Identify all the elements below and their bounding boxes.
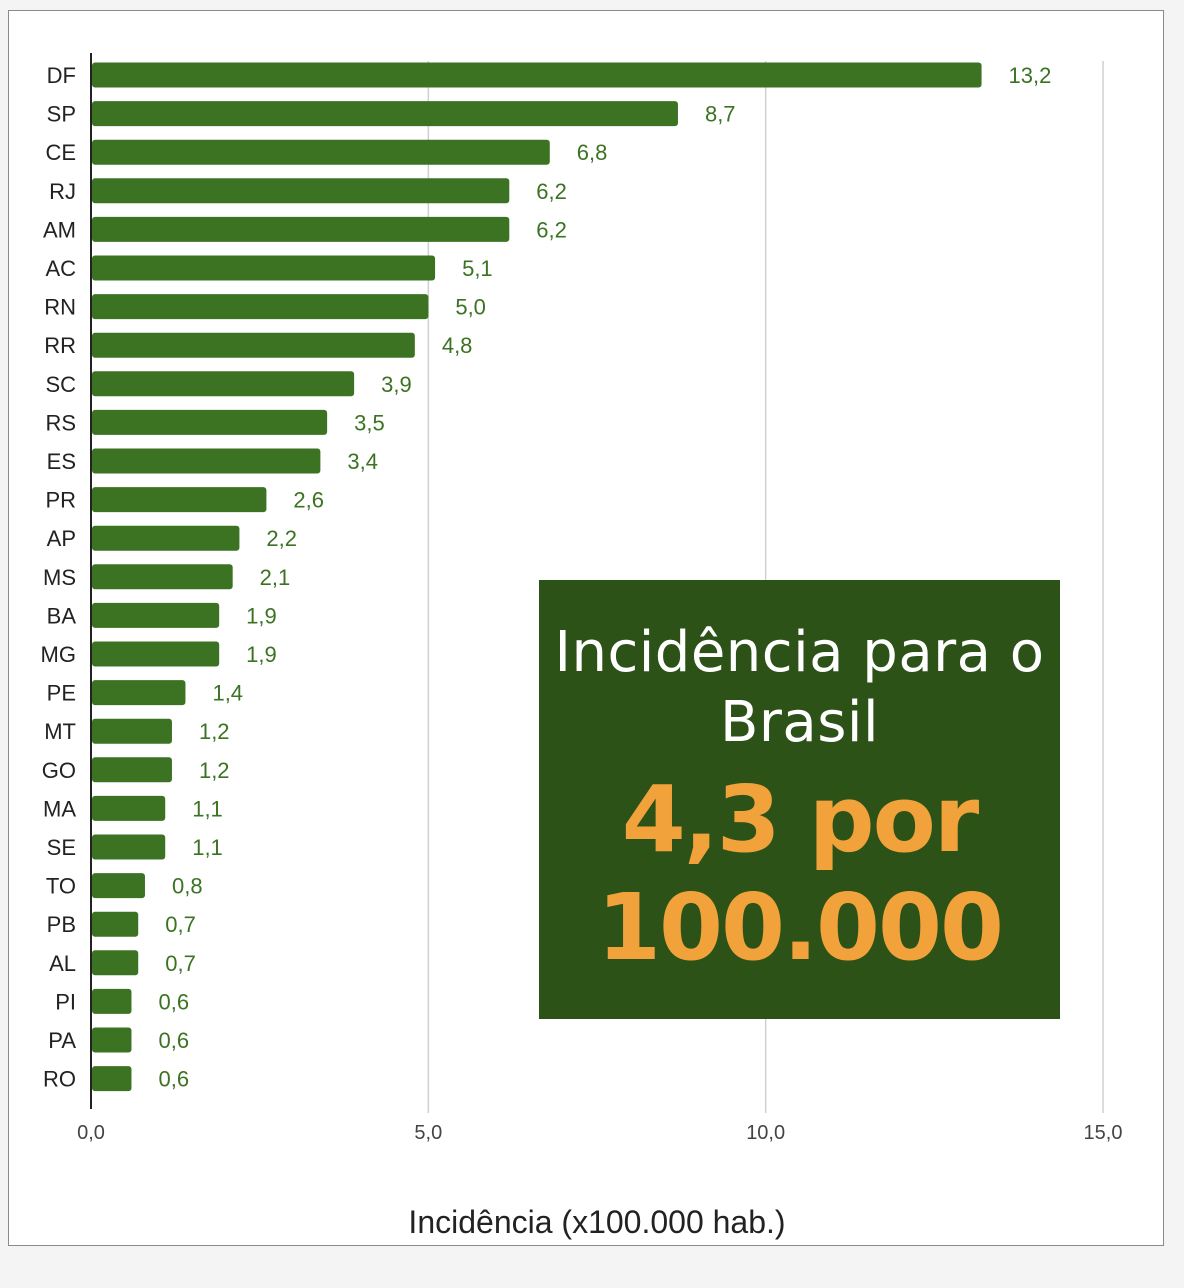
category-label: CE — [45, 140, 76, 165]
bar-sc — [92, 371, 355, 397]
category-label: RR — [44, 333, 76, 358]
bar-se — [92, 834, 166, 860]
labels: 0,0 5,0 10,0 15,0 DF 13,2 SP 8,7 CE 6,8 RJ 6,2 AM 6,2… — [41, 63, 1123, 1144]
category-label: RJ — [49, 179, 76, 204]
bar-al — [92, 950, 139, 976]
value-label: 13,2 — [1009, 63, 1052, 88]
bar-ba — [92, 602, 220, 628]
category-label: BA — [47, 603, 77, 628]
bar-rr — [92, 332, 415, 358]
category-label: ES — [47, 449, 76, 474]
value-label: 2,2 — [266, 526, 297, 551]
value-label: 3,4 — [347, 449, 378, 474]
bar-ce — [92, 139, 550, 165]
value-label: 6,8 — [577, 140, 608, 165]
chart-frame: 0,0 5,0 10,0 15,0 DF 13,2 SP 8,7 CE 6,8 RJ 6,2 AM 6,2… — [8, 10, 1164, 1246]
value-label: 6,2 — [536, 179, 567, 204]
value-label: 0,8 — [172, 874, 203, 899]
bar-mt — [92, 718, 172, 744]
x-tick-label: 5,0 — [414, 1122, 442, 1144]
category-label: RS — [45, 410, 76, 435]
bar-pe — [92, 680, 186, 706]
value-label: 4,8 — [442, 333, 473, 358]
value-label: 0,6 — [158, 1067, 189, 1092]
category-label: AC — [45, 256, 76, 281]
category-label: SC — [45, 372, 76, 397]
value-label: 0,7 — [165, 912, 196, 937]
brazil-incidence-callout: Incidência para o Brasil 4,3 por 100.000 — [539, 580, 1060, 1019]
category-label: PI — [55, 989, 76, 1014]
bar-ac — [92, 255, 436, 281]
category-label: MG — [41, 642, 76, 667]
bar-pa — [92, 1027, 132, 1053]
category-label: TO — [46, 874, 76, 899]
value-label: 1,1 — [192, 796, 223, 821]
x-axis-title: Incidência (x100.000 hab.) — [408, 1204, 785, 1240]
bar-pr — [92, 487, 267, 513]
bar-rn — [92, 294, 429, 320]
bar-es — [92, 448, 321, 474]
callout-value: 4,3 por 100.000 — [596, 765, 1004, 981]
category-label: MA — [43, 796, 76, 821]
value-label: 3,9 — [381, 372, 412, 397]
category-label: DF — [47, 63, 76, 88]
category-label: AP — [47, 526, 76, 551]
bar-ma — [92, 795, 166, 821]
value-label: 1,1 — [192, 835, 223, 860]
category-label: GO — [42, 758, 76, 783]
bar-rj — [92, 178, 510, 204]
value-label: 3,5 — [354, 410, 385, 435]
value-label: 1,2 — [199, 758, 230, 783]
value-label: 1,4 — [212, 681, 243, 706]
category-label: PA — [48, 1028, 76, 1053]
category-label: AL — [49, 951, 76, 976]
bar-go — [92, 757, 172, 783]
x-tick-label: 0,0 — [77, 1122, 105, 1144]
bar-ap — [92, 525, 240, 551]
category-label: RO — [43, 1067, 76, 1092]
category-label: MT — [44, 719, 76, 744]
category-label: AM — [43, 217, 76, 242]
category-label: SE — [47, 835, 76, 860]
bar-ms — [92, 564, 233, 590]
x-tick-label: 15,0 — [1084, 1122, 1123, 1144]
value-label: 1,9 — [246, 642, 277, 667]
bar-df — [92, 62, 982, 88]
bar-ro — [92, 1066, 132, 1092]
value-label: 5,1 — [462, 256, 493, 281]
bar-am — [92, 216, 510, 242]
category-label: RN — [44, 295, 76, 320]
value-label: 0,6 — [158, 989, 189, 1014]
category-label: PE — [47, 681, 76, 706]
bar-mg — [92, 641, 220, 667]
x-tick-label: 10,0 — [746, 1122, 785, 1144]
value-label: 1,9 — [246, 603, 277, 628]
bars — [92, 62, 982, 1092]
bar-pi — [92, 988, 132, 1014]
bar-chart: 0,0 5,0 10,0 15,0 DF 13,2 SP 8,7 CE 6,8 RJ 6,2 AM 6,2… — [41, 53, 1123, 1240]
value-label: 2,6 — [293, 488, 324, 513]
bar-to — [92, 873, 145, 899]
value-label: 5,0 — [455, 295, 486, 320]
value-label: 2,1 — [260, 565, 291, 590]
value-label: 6,2 — [536, 217, 567, 242]
bar-rs — [92, 409, 328, 435]
callout-title: Incidência para o Brasil — [554, 619, 1045, 755]
value-label: 0,6 — [158, 1028, 189, 1053]
category-label: PR — [45, 488, 76, 513]
category-label: SP — [47, 102, 76, 127]
value-label: 0,7 — [165, 951, 196, 976]
bar-sp — [92, 101, 678, 127]
value-label: 1,2 — [199, 719, 230, 744]
bar-pb — [92, 911, 139, 937]
category-label: MS — [43, 565, 76, 590]
category-label: PB — [47, 912, 76, 937]
value-label: 8,7 — [705, 102, 736, 127]
